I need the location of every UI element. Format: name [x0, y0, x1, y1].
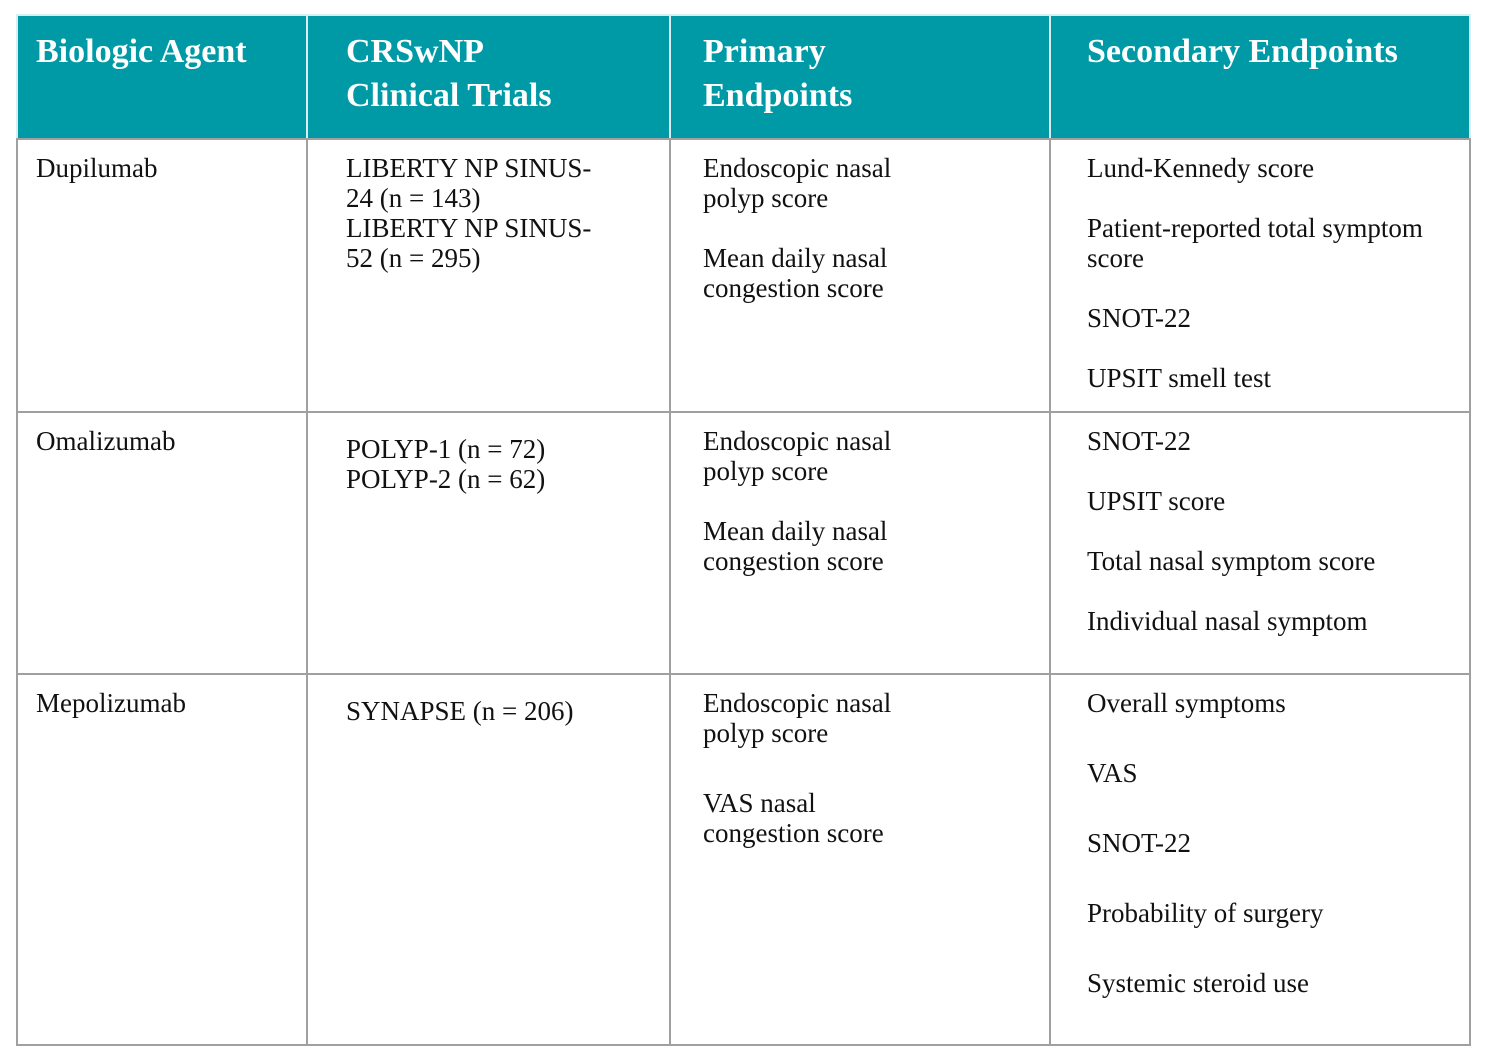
secondary-endpoint: UPSIT score — [1087, 486, 1226, 516]
cell-content: Endoscopic nasal polyp score VAS nasal co… — [671, 675, 928, 848]
agent-name: Dupilumab — [36, 153, 158, 183]
secondary-cell: Overall symptoms VAS SNOT-22 Probability of… — [1049, 673, 1471, 1046]
cell-content: Mepolizumab — [18, 675, 306, 718]
cell-content: Lund-Kennedy score Patient-reported total… — [1051, 140, 1462, 393]
trial: SYNAPSE (n = 206) — [346, 696, 574, 726]
trials-cell: POLYP-1 (n = 72) POLYP-2 (n = 62) — [306, 411, 671, 675]
trial: LIBERTY NP SINUS-52 (n = 295) — [346, 213, 592, 273]
secondary-endpoint: SNOT-22 — [1087, 303, 1192, 333]
primary-cell: Endoscopic nasal polyp score Mean daily n… — [669, 411, 1051, 675]
primary-endpoint: Mean daily nasal congestion score — [703, 516, 888, 576]
table-body: Dupilumab LIBERTY NP SINUS-24 (n = 143) LI… — [16, 138, 1471, 1046]
header-text: Primary Endpoints — [703, 33, 853, 114]
header-text: Secondary Endpoints — [1087, 33, 1398, 70]
secondary-endpoint: Systemic steroid use — [1087, 968, 1309, 998]
header-cell: Secondary Endpoints — [1049, 14, 1471, 140]
primary-cell: Endoscopic nasal polyp score VAS nasal co… — [669, 673, 1051, 1046]
secondary-endpoint: Individual nasal symptom — [1087, 606, 1368, 636]
cell-content: SNOT-22 UPSIT score Total nasal symptom sc… — [1051, 413, 1462, 636]
cell-content: Dupilumab — [18, 140, 306, 183]
table-row: Mepolizumab SYNAPSE (n = 206) Endoscopic n… — [16, 673, 1471, 1046]
table-header: Biologic Agent CRSwNP Clinical Trials Pr… — [16, 14, 1471, 140]
header-text: CRSwNP Clinical Trials — [346, 33, 552, 114]
secondary-endpoint: Probability of surgery — [1087, 898, 1324, 928]
cell-content: Endoscopic nasal polyp score Mean daily n… — [671, 140, 928, 303]
secondary-endpoint: SNOT-22 — [1087, 426, 1192, 456]
trials-cell: SYNAPSE (n = 206) — [306, 673, 671, 1046]
table-row: Omalizumab POLYP-1 (n = 72) POLYP-2 (n = 6… — [16, 411, 1471, 675]
header-cell: Primary Endpoints — [669, 14, 1051, 140]
cell-content: LIBERTY NP SINUS-24 (n = 143) LIBERTY NP … — [308, 140, 601, 273]
primary-cell: Endoscopic nasal polyp score Mean daily n… — [669, 138, 1051, 413]
cell-content: POLYP-1 (n = 72) POLYP-2 (n = 62) — [308, 413, 601, 494]
agent-name: Omalizumab — [36, 426, 176, 456]
agent-cell: Dupilumab — [16, 138, 308, 413]
secondary-endpoint: Patient-reported total symptom score — [1087, 213, 1423, 273]
secondary-endpoint: SNOT-22 — [1087, 828, 1192, 858]
cell-content: Omalizumab — [18, 413, 306, 456]
secondary-endpoint: Overall symptoms — [1087, 688, 1286, 718]
trial: POLYP-1 (n = 72) — [346, 434, 546, 464]
cell-content: Endoscopic nasal polyp score Mean daily n… — [671, 413, 928, 576]
trial: POLYP-2 (n = 62) — [346, 464, 546, 494]
cell-content: SYNAPSE (n = 206) — [308, 675, 601, 726]
secondary-endpoint: UPSIT smell test — [1087, 363, 1272, 393]
primary-endpoint: VAS nasal congestion score — [703, 788, 884, 848]
header-row: Biologic Agent CRSwNP Clinical Trials Pr… — [16, 14, 1471, 140]
secondary-cell: Lund-Kennedy score Patient-reported total… — [1049, 138, 1471, 413]
trial: LIBERTY NP SINUS-24 (n = 143) — [346, 153, 592, 213]
primary-endpoint: Endoscopic nasal polyp score — [703, 153, 892, 213]
secondary-endpoint: VAS — [1087, 758, 1138, 788]
agent-cell: Omalizumab — [16, 411, 308, 675]
header-cell: Biologic Agent — [16, 14, 308, 140]
primary-endpoint: Endoscopic nasal polyp score — [703, 688, 892, 748]
header-text: Biologic Agent — [36, 33, 247, 70]
cell-content: Overall symptoms VAS SNOT-22 Probability of… — [1051, 675, 1462, 998]
table-row: Dupilumab LIBERTY NP SINUS-24 (n = 143) LI… — [16, 138, 1471, 413]
agent-cell: Mepolizumab — [16, 673, 308, 1046]
trials-cell: LIBERTY NP SINUS-24 (n = 143) LIBERTY NP … — [306, 138, 671, 413]
secondary-endpoint: Lund-Kennedy score — [1087, 153, 1315, 183]
secondary-endpoint: Total nasal symptom score — [1087, 546, 1376, 576]
endpoints-table: Biologic Agent CRSwNP Clinical Trials Pr… — [16, 14, 1471, 1046]
header-cell: CRSwNP Clinical Trials — [306, 14, 671, 140]
primary-endpoint: Endoscopic nasal polyp score — [703, 426, 892, 486]
secondary-cell: SNOT-22 UPSIT score Total nasal symptom sc… — [1049, 411, 1471, 675]
primary-endpoint: Mean daily nasal congestion score — [703, 243, 888, 303]
agent-name: Mepolizumab — [36, 688, 186, 718]
